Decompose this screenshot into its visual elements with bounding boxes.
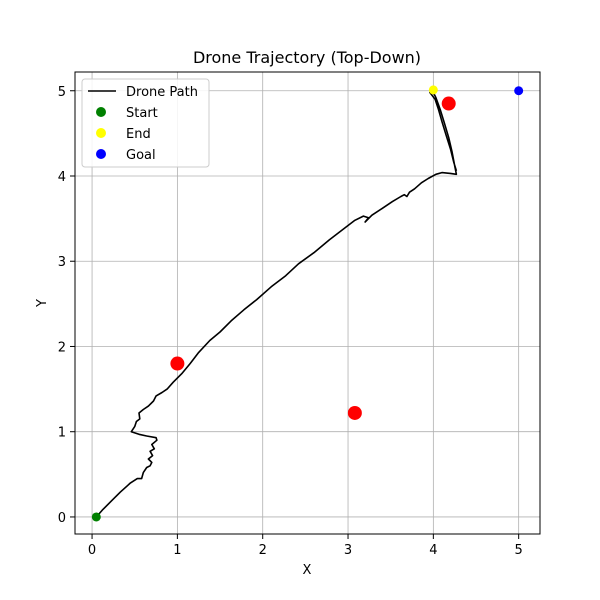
y-tick-label: 1	[58, 426, 66, 441]
obstacle-point	[441, 96, 456, 111]
plot-area	[91, 85, 524, 522]
end-point	[428, 85, 438, 95]
legend-marker-goal	[96, 149, 106, 159]
obstacle-point	[347, 405, 362, 420]
legend-label-start: Start	[126, 106, 158, 121]
x-tick-label: 3	[344, 543, 352, 558]
start-point	[91, 512, 101, 522]
legend-box	[81, 78, 210, 168]
x-axis-label: X	[303, 563, 312, 578]
y-tick-label: 5	[58, 85, 66, 100]
y-axis-label: Y	[35, 299, 50, 308]
legend-marker-end	[96, 128, 106, 138]
y-tick-label: 2	[58, 340, 66, 355]
legend-marker-start	[96, 107, 106, 117]
obstacle-point	[170, 356, 185, 371]
y-tick-label: 0	[58, 511, 66, 526]
legend-label-end: End	[126, 127, 151, 142]
legend-label-drone-path: Drone Path	[126, 85, 198, 100]
axes: 0 1 2 3 4 5 0 1 2 3 4 5	[58, 85, 523, 558]
x-tick-label: 0	[88, 543, 96, 558]
legend: Drone Path Start End Goal	[81, 78, 210, 168]
axes-frame	[74, 71, 541, 535]
legend-label-goal: Goal	[126, 148, 156, 163]
x-tick-label: 1	[173, 543, 181, 558]
drone-path-line	[95, 88, 458, 518]
x-tick-label: 5	[515, 543, 523, 558]
x-tick-label: 4	[429, 543, 437, 558]
goal-point	[514, 86, 524, 96]
chart-title: Drone Trajectory (Top-Down)	[193, 48, 421, 67]
y-tick-label: 4	[58, 170, 66, 185]
y-tick-label: 3	[58, 255, 66, 270]
x-tick-label: 2	[259, 543, 267, 558]
